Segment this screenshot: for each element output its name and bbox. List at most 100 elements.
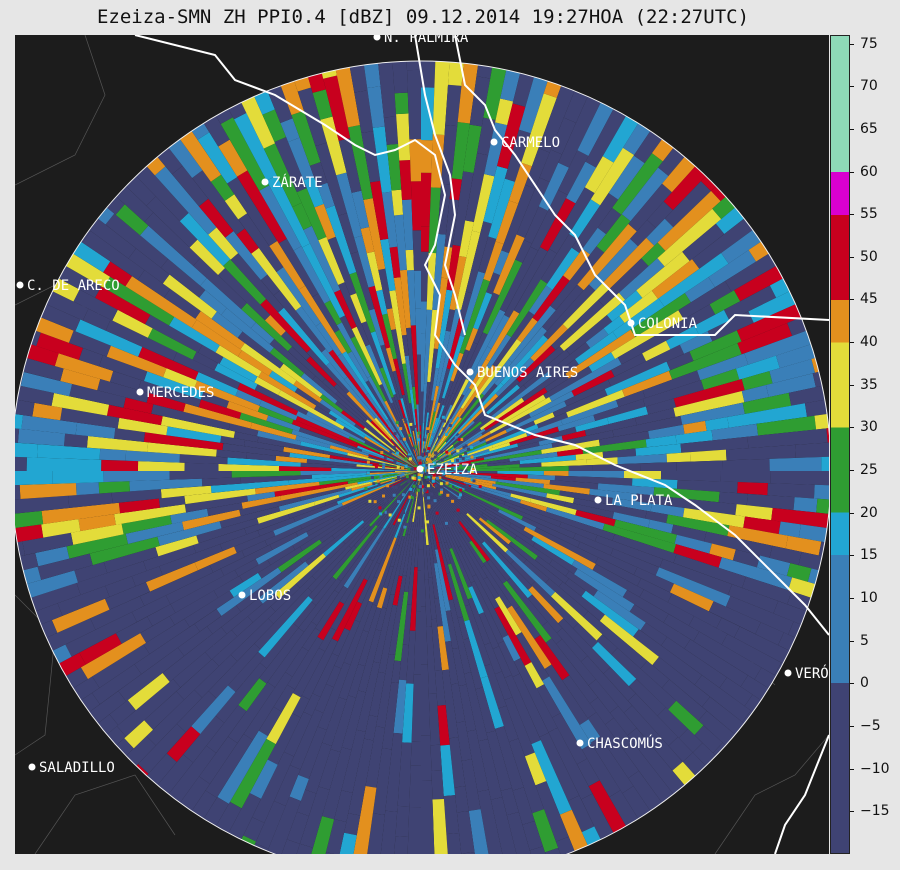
reflectivity-cell [435,388,472,447]
reflectivity-cell [466,729,489,792]
reflectivity-cell [92,644,150,688]
reflectivity-cell [463,550,500,610]
reflectivity-cell [468,358,490,390]
reflectivity-cell [332,516,360,539]
reflectivity-cell [617,453,668,465]
reflectivity-cell [552,712,588,765]
reflectivity-cell [558,96,601,168]
reflectivity-cell [640,622,668,646]
reflectivity-cell [528,285,553,315]
reflectivity-cell [36,332,83,360]
reflectivity-cell [716,617,740,638]
reflectivity-cell [476,64,493,79]
reflectivity-cell [568,299,604,334]
reflectivity-cell [379,367,394,398]
reflectivity-cell [259,400,298,421]
reflectivity-cell [168,745,217,803]
clutter-cell [425,451,429,455]
reflectivity-cell [639,589,695,626]
reflectivity-cell [128,248,170,284]
reflectivity-cell [157,521,222,546]
reflectivity-cell [775,344,816,369]
reflectivity-cell [421,301,427,334]
clutter-cell [407,455,411,459]
reflectivity-cell [573,568,635,612]
reflectivity-cell [322,747,352,820]
reflectivity-cell [804,399,828,417]
reflectivity-cell [368,471,395,473]
reflectivity-cell [409,139,421,182]
colorbar-tick-label: 10 [860,590,878,607]
clutter-cell [456,508,460,512]
reflectivity-cell [742,710,753,724]
reflectivity-cell [470,581,504,644]
reflectivity-cell [75,482,100,496]
reflectivity-cell [219,506,281,529]
reflectivity-cell [184,488,256,505]
reflectivity-cell [320,116,347,176]
reflectivity-cell [370,180,389,240]
city-marker [238,591,246,599]
reflectivity-cell [719,677,753,707]
reflectivity-cell [421,226,430,252]
reflectivity-cell [630,219,656,247]
reflectivity-cell [415,308,421,355]
reflectivity-cell [112,309,153,338]
reflectivity-cell [609,790,639,827]
reflectivity-cell [330,695,356,753]
reflectivity-cell [559,292,626,352]
reflectivity-cell [492,646,512,678]
reflectivity-cell [621,167,669,222]
reflectivity-cell [354,235,375,288]
clutter-cell [472,479,476,483]
reflectivity-cell [421,471,471,473]
reflectivity-cell [26,457,102,471]
reflectivity-cell [516,345,556,383]
reflectivity-cell [269,338,316,380]
reflectivity-cell [583,611,648,669]
reflectivity-cell [598,430,650,446]
reflectivity-cell [547,342,591,377]
clutter-cell [448,424,452,428]
reflectivity-cell [366,251,383,292]
reflectivity-cell [543,366,593,399]
reflectivity-cell [569,199,601,240]
reflectivity-cell [399,159,412,200]
clutter-cell [432,461,436,465]
reflectivity-cell [399,369,414,431]
reflectivity-cell [793,497,818,513]
clutter-cell [417,484,421,488]
reflectivity-cell [346,391,392,440]
reflectivity-cell [257,436,324,454]
reflectivity-cell [220,117,270,191]
reflectivity-cell [390,534,408,595]
reflectivity-cell [421,471,496,485]
colorbar-tick-mark [850,342,854,344]
reflectivity-cell [582,227,607,255]
reflectivity-cell [421,457,477,471]
clutter-cell [422,438,426,442]
reflectivity-cell [555,836,575,854]
reflectivity-cell [450,473,492,479]
reflectivity-cell [302,627,321,652]
clutter-cell [422,468,426,472]
reflectivity-cell [274,481,348,497]
reflectivity-cell [365,393,408,452]
radar-map[interactable]: CARMELO ZÁRATE C. DE ARECO COLONIA BUENOS AI… [15,35,829,854]
reflectivity-cell [324,300,342,326]
clutter-cell [430,465,434,469]
reflectivity-cell [60,368,101,391]
reflectivity-cell [385,732,403,812]
reflectivity-cell [675,430,713,445]
reflectivity-cell [281,331,311,361]
reflectivity-cell [734,266,784,302]
reflectivity-cell [15,495,70,514]
reflectivity-cell [17,541,25,557]
reflectivity-cell [331,467,385,471]
reflectivity-cell [103,471,170,483]
reflectivity-cell [103,261,133,287]
reflectivity-cell [154,166,217,235]
reflectivity-cell [227,176,278,247]
reflectivity-cell [488,498,510,510]
colorbar-tick-mark [850,427,854,429]
